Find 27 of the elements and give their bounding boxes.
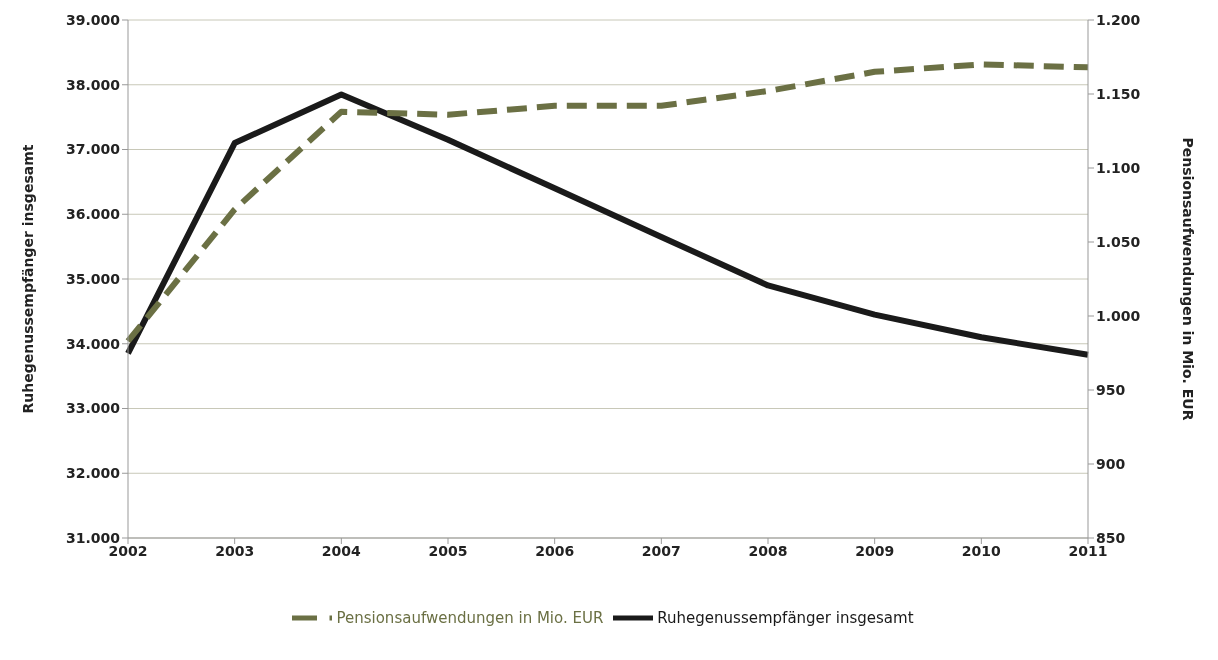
legend-label: Pensionsaufwendungen in Mio. EUR bbox=[336, 608, 604, 627]
x-tick-label: 2008 bbox=[748, 542, 788, 559]
y2-tick-label: 950 bbox=[1096, 381, 1126, 398]
y2-tick-label: 1.200 bbox=[1096, 11, 1141, 28]
x-tick-label: 2004 bbox=[321, 542, 362, 559]
y2-tick-label: 1.150 bbox=[1096, 85, 1141, 102]
y-tick-label: 32.000 bbox=[65, 465, 121, 482]
x-tick-label: 2006 bbox=[535, 542, 575, 559]
y-tick-label: 34.000 bbox=[65, 335, 121, 352]
y-tick-label: 39.000 bbox=[65, 11, 121, 28]
legend-label: Ruhegenussempfänger insgesamt bbox=[657, 608, 914, 627]
y2-tick-label: 1.050 bbox=[1096, 233, 1141, 250]
y2-tick-label: 900 bbox=[1096, 455, 1126, 472]
x-tick-label: 2005 bbox=[428, 542, 468, 559]
y-tick-label: 37.000 bbox=[65, 141, 121, 158]
y-tick-label: 38.000 bbox=[65, 76, 121, 93]
y-tick-label: 35.000 bbox=[65, 270, 121, 287]
x-tick-label: 2007 bbox=[641, 542, 681, 559]
y-tick-label: 36.000 bbox=[65, 206, 121, 223]
y2-tick-label: 1.100 bbox=[1096, 159, 1141, 176]
y2-tick-label: 1.000 bbox=[1096, 307, 1141, 324]
y-axis-title: Ruhegenussempfänger insgesamt bbox=[19, 144, 36, 414]
x-tick-label: 2003 bbox=[215, 542, 255, 559]
y2-axis-title: Pensionsaufwendungen in Mio. EUR bbox=[1180, 137, 1197, 421]
x-tick-label: 2009 bbox=[855, 542, 895, 559]
x-tick-label: 2010 bbox=[961, 542, 1002, 559]
y-tick-label: 33.000 bbox=[65, 400, 121, 417]
